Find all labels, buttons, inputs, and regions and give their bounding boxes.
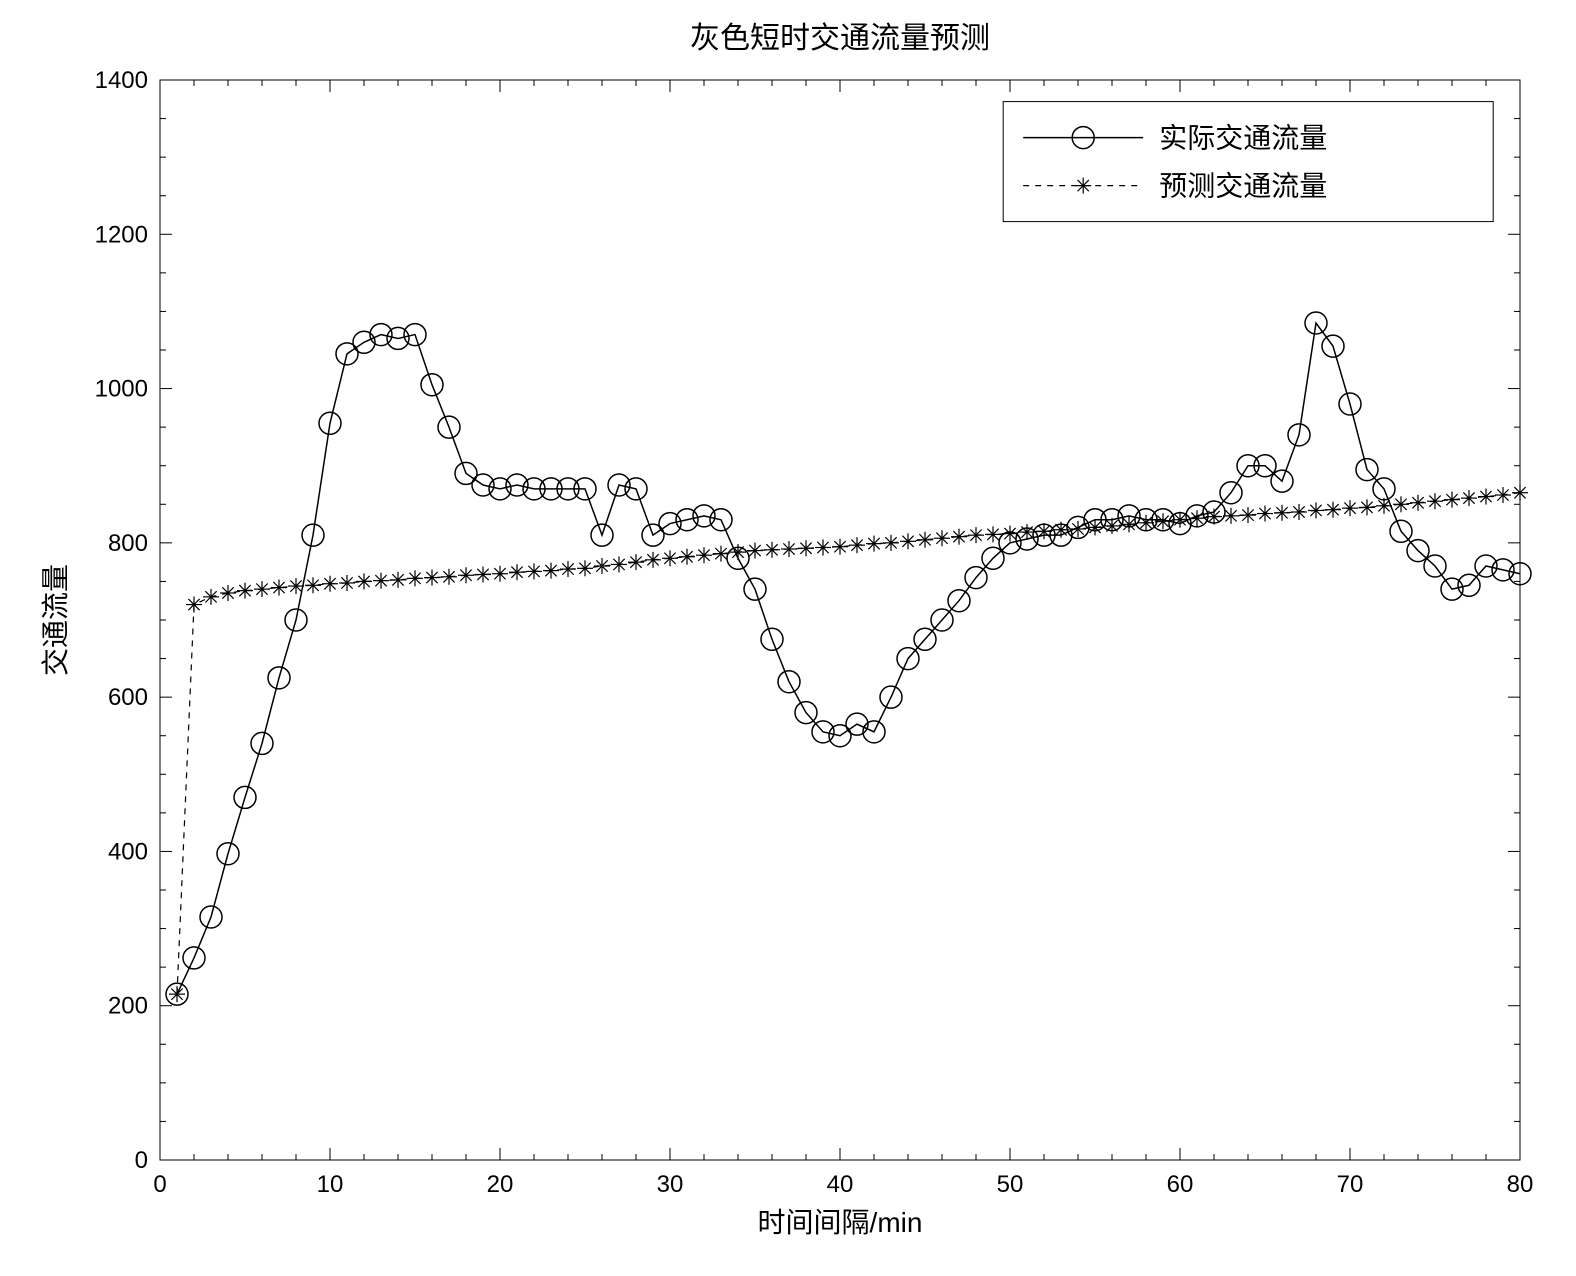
x-tick-label: 60 (1167, 1171, 1194, 1198)
y-tick-label: 1000 (95, 376, 148, 403)
y-tick-label: 200 (108, 993, 148, 1020)
traffic-flow-chart: 0102030405060708002004006008001000120014… (0, 0, 1576, 1276)
y-tick-label: 0 (135, 1147, 148, 1174)
y-tick-label: 600 (108, 684, 148, 711)
legend-label-actual: 实际交通流量 (1159, 123, 1327, 154)
x-tick-label: 0 (153, 1171, 166, 1198)
x-tick-label: 10 (317, 1171, 344, 1198)
y-axis-label: 交通流量 (40, 564, 71, 676)
x-tick-label: 80 (1507, 1171, 1534, 1198)
x-tick-label: 50 (997, 1171, 1024, 1198)
x-tick-label: 20 (487, 1171, 514, 1198)
chart-container: 0102030405060708002004006008001000120014… (0, 0, 1576, 1276)
x-tick-label: 30 (657, 1171, 684, 1198)
x-axis-label: 时间间隔/min (758, 1207, 923, 1238)
x-tick-label: 40 (827, 1171, 854, 1198)
y-tick-label: 400 (108, 838, 148, 865)
chart-title: 灰色短时交通流量预测 (690, 22, 990, 55)
y-tick-label: 1200 (95, 221, 148, 248)
x-tick-label: 70 (1337, 1171, 1364, 1198)
legend-label-predicted: 预测交通流量 (1159, 171, 1327, 202)
y-tick-label: 1400 (95, 67, 148, 94)
y-tick-label: 800 (108, 530, 148, 557)
